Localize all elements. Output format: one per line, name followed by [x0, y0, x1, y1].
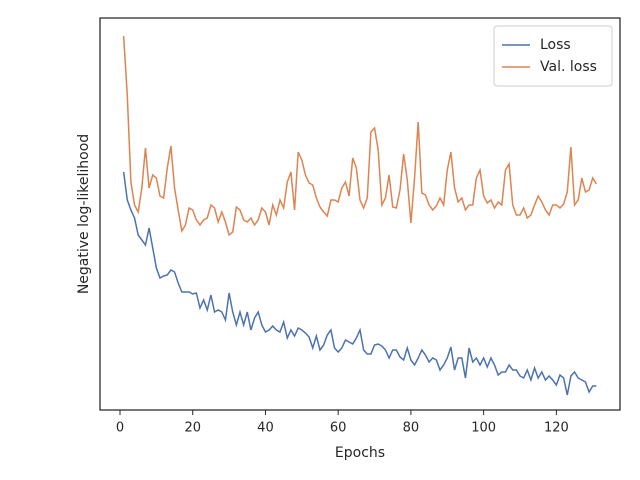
x-tick-label: 60 — [330, 421, 347, 436]
x-axis-label: Epochs — [335, 445, 385, 461]
legend: Loss Val. loss — [493, 25, 613, 87]
series-line — [122, 171, 597, 396]
series-line — [122, 35, 598, 237]
x-tick-label: 80 — [403, 421, 420, 436]
x-tick-label: 40 — [257, 421, 274, 436]
x-tick-label: 100 — [471, 421, 496, 436]
x-tick-label: 20 — [184, 421, 201, 436]
x-tick-label: 120 — [544, 421, 569, 436]
legend-label: Val. loss — [540, 59, 597, 75]
legend-label: Loss — [540, 37, 571, 53]
legend-box — [493, 25, 613, 87]
x-tick-label: 0 — [116, 421, 124, 436]
y-axis-label: Negative log-likelihood — [76, 134, 92, 294]
plot-frame — [99, 17, 621, 411]
